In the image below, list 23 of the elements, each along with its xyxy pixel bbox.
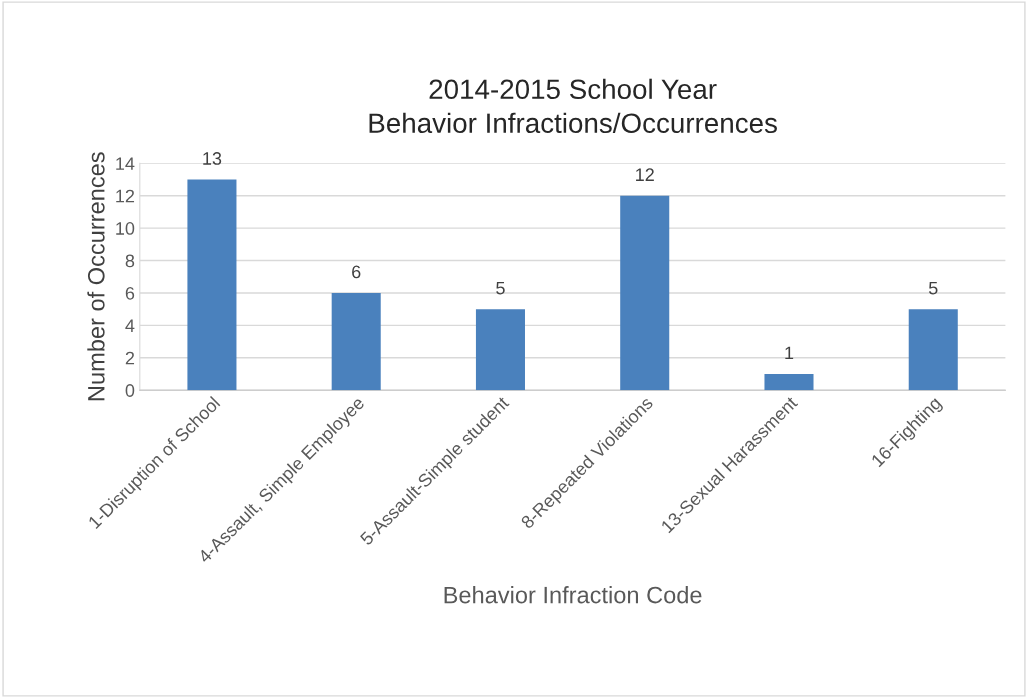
bar (764, 373, 814, 391)
data-label: 1 (785, 346, 794, 360)
bar (331, 292, 381, 391)
y-tick-label: 10 (116, 222, 135, 235)
y-tick-label: 4 (125, 319, 135, 332)
data-label: 6 (352, 265, 361, 279)
data-label: 5 (928, 281, 938, 295)
y-tick-label: 8 (125, 254, 135, 268)
y-tick-label: 0 (125, 384, 135, 397)
data-label: 13 (203, 152, 222, 165)
y-tick-label: 14 (116, 157, 135, 170)
data-label: 12 (636, 168, 654, 181)
y-tick-label: 12 (116, 189, 135, 203)
bar (620, 195, 670, 391)
y-axis-title: Number of Occurrences (87, 152, 105, 401)
x-axis-title: Behavior Infraction Code (444, 586, 702, 604)
bar (908, 309, 958, 391)
bar (187, 179, 237, 391)
data-label: 5 (496, 281, 505, 295)
chart-title: 2014-2015 School Year Behavior Infractions/Occurrences (369, 78, 777, 134)
y-tick-label: 6 (125, 286, 135, 300)
y-tick-label: 2 (125, 351, 135, 365)
bar (475, 309, 525, 391)
